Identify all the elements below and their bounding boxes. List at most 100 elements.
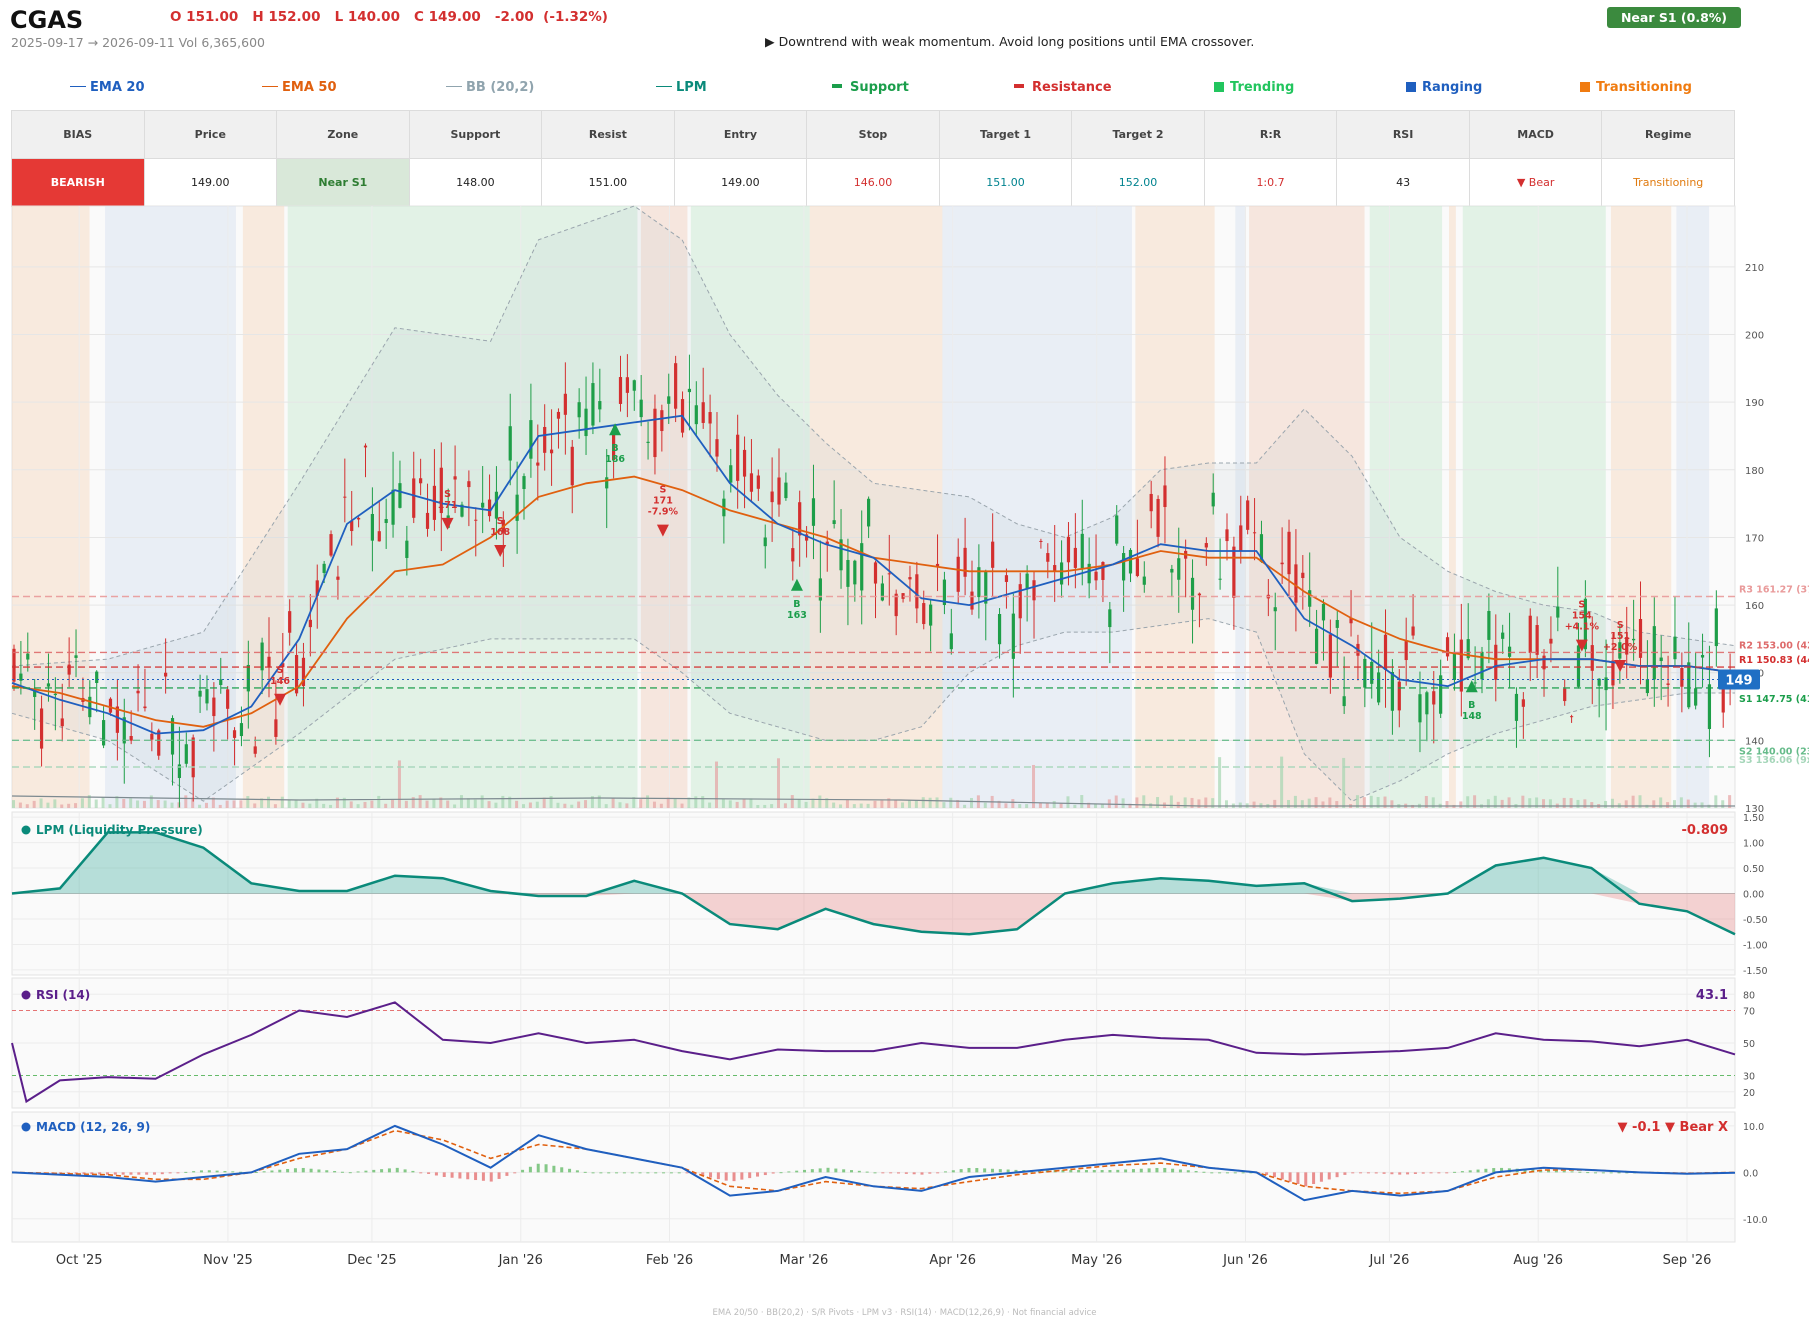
- regime-band: [1369, 206, 1443, 808]
- volume-bar: [1025, 804, 1029, 808]
- macd-histogram-bar: [348, 1172, 352, 1174]
- macd-histogram-bar: [857, 1170, 861, 1173]
- candle-body: [1583, 598, 1587, 650]
- candle-body: [970, 591, 974, 610]
- macd-histogram-bar: [1617, 1172, 1621, 1174]
- candle-body: [212, 697, 216, 717]
- volume-bar: [18, 802, 22, 808]
- volume-bar: [1486, 799, 1490, 808]
- volume-bar: [790, 795, 794, 808]
- volume-bar: [404, 800, 408, 808]
- volume-bar: [94, 799, 98, 808]
- candle-body: [1053, 565, 1057, 571]
- macd-histogram-bar: [1186, 1170, 1190, 1173]
- macd-histogram-bar: [1562, 1170, 1566, 1173]
- volume-bar: [1128, 803, 1132, 808]
- macd-histogram-bar: [168, 1172, 172, 1174]
- candle-body: [425, 512, 430, 529]
- volume-bar: [1493, 795, 1497, 808]
- volume-bar: [1307, 798, 1311, 808]
- candle-body: [1066, 536, 1071, 563]
- lpm-tick-label: 1.50: [1743, 813, 1764, 824]
- macd-histogram-bar: [1014, 1169, 1018, 1173]
- candle-body: [543, 426, 547, 453]
- macd-histogram-bar: [1077, 1170, 1081, 1173]
- candle-body: [191, 737, 195, 778]
- candle-body: [818, 578, 822, 601]
- volume-bar: [1114, 795, 1118, 808]
- volume-bar: [1094, 803, 1098, 808]
- candle-body: [1563, 688, 1567, 702]
- volume-bar: [659, 803, 663, 808]
- macd-histogram-bar: [826, 1167, 830, 1173]
- candle-body: [605, 477, 609, 489]
- candle-body: [715, 439, 719, 457]
- candle-body: [1363, 658, 1367, 688]
- volume-bar: [515, 800, 519, 808]
- candle-body: [632, 380, 636, 391]
- macd-histogram-bar: [803, 1169, 807, 1173]
- volume-bar: [1431, 797, 1435, 808]
- candle-body: [267, 656, 271, 668]
- signal-label: S: [497, 516, 504, 527]
- macd-histogram-bar: [278, 1169, 282, 1173]
- lpm-tick-label: -1.50: [1743, 966, 1768, 977]
- macd-histogram-bar: [192, 1171, 196, 1173]
- signal-label: +2.0%: [1603, 642, 1638, 653]
- candle-body: [329, 534, 333, 556]
- candle-body: [784, 482, 788, 499]
- candle-body: [1687, 662, 1691, 708]
- volume-bar: [480, 795, 484, 808]
- candle-body: [122, 717, 126, 744]
- candle-body: [1556, 606, 1560, 618]
- volume-bar: [1238, 802, 1242, 808]
- candle-body: [612, 428, 616, 461]
- volume-bar: [1686, 799, 1690, 808]
- macd-histogram-bar: [262, 1171, 266, 1173]
- candle-body: [756, 475, 760, 489]
- legend-ranging: Ranging: [1406, 80, 1482, 95]
- candle-body: [143, 706, 147, 709]
- macd-histogram-bar: [231, 1171, 235, 1173]
- candle-body: [1618, 642, 1622, 659]
- candle-body: [1638, 618, 1643, 658]
- candle-body: [1294, 564, 1298, 603]
- volume-bar: [260, 798, 264, 808]
- candle-body: [591, 383, 595, 426]
- macd-histogram-bar: [873, 1172, 877, 1174]
- volume-bar: [459, 795, 463, 808]
- candle-body: [1597, 678, 1601, 686]
- candle-body: [1342, 696, 1346, 707]
- legend-support: Support: [832, 80, 909, 95]
- volume-bar: [1287, 799, 1291, 808]
- macd-histogram-bar: [199, 1170, 203, 1173]
- volume-bar: [218, 804, 222, 808]
- volume-bar: [549, 795, 553, 808]
- volume-bar: [763, 804, 767, 808]
- volume-bar: [1500, 799, 1504, 808]
- macd-histogram-bar: [865, 1171, 869, 1173]
- rsi-tick-label: 80: [1743, 990, 1755, 1001]
- volume-bar: [1066, 796, 1070, 808]
- candle-body: [1521, 699, 1525, 707]
- macd-histogram-bar: [113, 1172, 117, 1175]
- macd-histogram-bar: [505, 1172, 509, 1176]
- macd-histogram-bar: [521, 1169, 525, 1173]
- volume-bar: [170, 802, 174, 808]
- macd-histogram-bar: [215, 1170, 219, 1173]
- volume-bar: [969, 797, 973, 808]
- candle-body: [549, 449, 554, 454]
- candle-body: [198, 690, 202, 697]
- volume-bar: [301, 802, 305, 808]
- volume-bar: [887, 798, 891, 808]
- volume-bar: [1121, 798, 1125, 808]
- signal-label: 186: [605, 454, 625, 465]
- volume-bar: [584, 800, 588, 808]
- macd-histogram-bar: [810, 1169, 814, 1173]
- volume-bar: [832, 802, 836, 808]
- volume-bar: [597, 795, 601, 808]
- candle-body: [929, 604, 933, 626]
- candle-body: [88, 696, 92, 718]
- macd-histogram-bar: [1296, 1172, 1300, 1185]
- volume-bar: [342, 797, 346, 808]
